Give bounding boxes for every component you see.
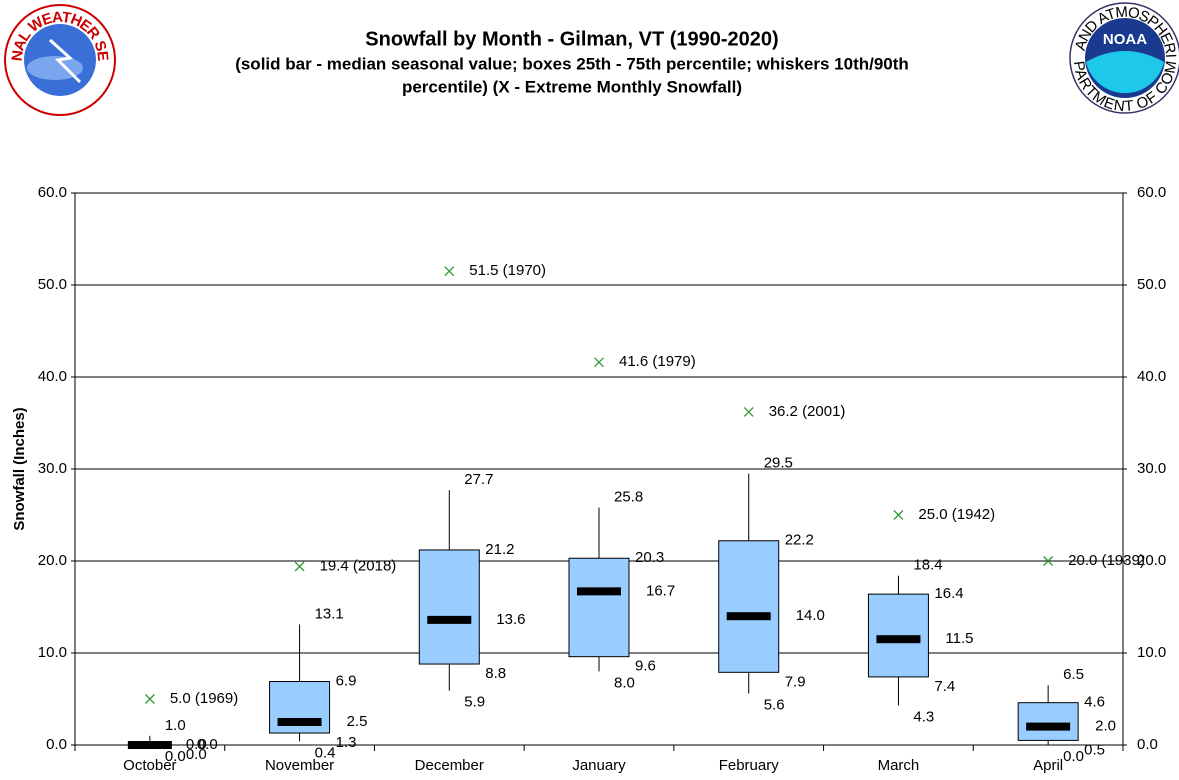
y-tick-label: 20.0	[1137, 552, 1166, 569]
value-label: 2.0	[1095, 718, 1116, 735]
y-tick-label: 10.0	[1137, 644, 1166, 661]
box	[1017, 702, 1079, 741]
nws-logo: NATIONAL WEATHER SERVICE	[0, 0, 116, 116]
value-label: 0.0	[165, 748, 186, 765]
x-tick-label: February	[719, 757, 780, 774]
value-label: 0.0	[186, 746, 207, 763]
chart-title: Snowfall by Month - Gilman, VT (1990-202…	[365, 28, 778, 50]
median-bar	[726, 612, 771, 621]
y-tick-label: 40.0	[38, 368, 67, 385]
median-bar	[1026, 722, 1071, 731]
extreme-label: 5.0 (1969)	[170, 690, 238, 707]
y-tick-label: 20.0	[38, 552, 67, 569]
extreme-marker	[1043, 556, 1054, 566]
median-bar	[577, 587, 621, 596]
value-label: 0.5	[1084, 741, 1105, 758]
value-label: 7.4	[934, 678, 955, 695]
x-tick-label: November	[265, 757, 334, 774]
chart-subtitle: (solid bar - median seasonal value; boxe…	[235, 54, 909, 73]
y-tick-label: 0.0	[1137, 736, 1158, 753]
value-label: 8.0	[614, 674, 635, 691]
value-label: 16.7	[646, 582, 675, 599]
y-tick-label: 40.0	[1137, 368, 1166, 385]
extreme-marker	[743, 407, 754, 417]
value-label: 2.5	[347, 713, 368, 730]
extreme-label: 19.4 (2018)	[320, 557, 397, 574]
value-label: 0.0	[197, 736, 218, 753]
extreme-marker	[893, 510, 904, 520]
value-label: 21.2	[485, 541, 514, 558]
extreme-label: 36.2 (2001)	[769, 403, 846, 420]
extreme-marker	[444, 266, 455, 277]
y-tick-label: 30.0	[38, 460, 67, 477]
value-label: 8.8	[485, 665, 506, 682]
x-tick-label: October	[123, 757, 176, 774]
median-bar	[876, 635, 921, 644]
x-tick-label: March	[878, 757, 920, 774]
value-label: 13.1	[315, 605, 344, 622]
value-label: 5.6	[764, 696, 785, 713]
box	[568, 557, 630, 658]
value-label: 14.0	[796, 607, 825, 624]
chart-subtitle: percentile) (X - Extreme Monthly Snowfal…	[402, 77, 742, 96]
value-label: 4.3	[913, 708, 934, 725]
y-tick-label: 50.0	[38, 276, 67, 293]
x-tick-label: January	[572, 757, 626, 774]
value-label: 0.0	[186, 736, 207, 753]
box	[718, 540, 780, 673]
y-tick-label: 50.0	[1137, 276, 1166, 293]
value-label: 18.4	[913, 557, 942, 574]
box	[418, 549, 480, 665]
median-bar	[427, 615, 472, 624]
x-tick-label: April	[1033, 757, 1063, 774]
value-label: 29.5	[764, 455, 793, 472]
median-bar	[127, 741, 172, 749]
y-tick-label: 30.0	[1137, 460, 1166, 477]
value-label: 16.4	[934, 585, 963, 602]
value-label: 0.0	[1063, 748, 1084, 765]
logo-text: NOAA	[1103, 31, 1147, 48]
value-label: 9.6	[635, 658, 656, 675]
extreme-marker	[294, 561, 305, 572]
extreme-label: 41.6 (1979)	[619, 353, 696, 370]
y-tick-label: 0.0	[46, 736, 67, 753]
extreme-marker	[594, 357, 604, 368]
value-label: 6.9	[336, 672, 357, 689]
value-label: 7.9	[785, 673, 806, 690]
value-label: 20.3	[635, 549, 664, 566]
value-label: 27.7	[464, 471, 493, 488]
value-label: 25.8	[614, 489, 643, 506]
y-tick-label: 60.0	[1137, 184, 1166, 201]
value-label: 22.2	[785, 532, 814, 549]
y-tick-label: 60.0	[38, 184, 67, 201]
value-label: 4.6	[1084, 694, 1105, 711]
value-label: 0.4	[315, 744, 336, 761]
extreme-label: 20.0 (1939)	[1068, 552, 1145, 569]
extreme-marker	[144, 694, 155, 704]
extreme-label: 51.5 (1970)	[469, 262, 546, 279]
value-label: 13.6	[496, 611, 525, 628]
median-bar	[277, 718, 322, 726]
y-tick-label: 10.0	[38, 644, 67, 661]
extreme-label: 25.0 (1942)	[918, 506, 995, 523]
value-label: 1.0	[165, 717, 186, 734]
value-label: 11.5	[945, 630, 973, 647]
value-label: 1.3	[336, 734, 357, 751]
x-tick-label: December	[415, 757, 484, 774]
y-axis-label: Snowfall (Inches)	[11, 407, 28, 530]
value-label: 6.5	[1063, 666, 1084, 683]
value-label: 5.9	[464, 694, 485, 711]
